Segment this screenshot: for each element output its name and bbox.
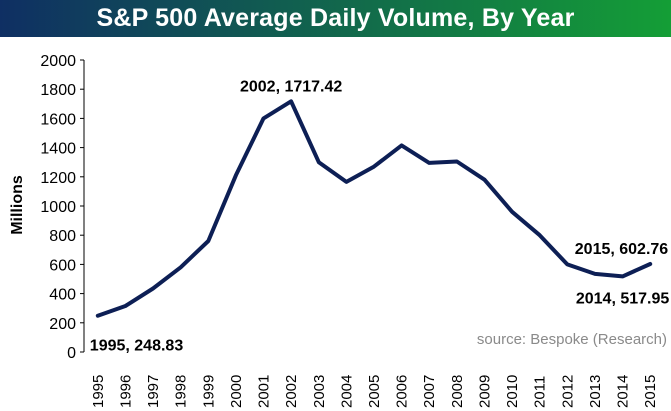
x-tick-label: 2001 (256, 375, 273, 408)
x-tick-label: 2011 (532, 376, 549, 408)
x-tick-label: 2002 (283, 375, 300, 408)
x-tick-label: 2007 (421, 375, 438, 408)
title-background (0, 0, 671, 37)
x-tick-label: 1995 (90, 375, 107, 408)
y-tick-label: 400 (49, 287, 76, 304)
data-label: 2002, 1717.42 (240, 78, 342, 95)
x-tick-label: 2005 (366, 375, 383, 408)
x-tick-label: 2000 (228, 375, 245, 408)
x-tick-label: 2009 (476, 375, 493, 408)
x-tick-label: 1998 (173, 375, 190, 408)
y-tick-label: 600 (49, 257, 76, 274)
x-tick-label: 2012 (559, 375, 576, 408)
y-tick-label: 2000 (40, 53, 76, 70)
y-tick-label: 1600 (40, 111, 76, 128)
series-line (95, 99, 653, 318)
x-tick-label: 2010 (504, 375, 521, 408)
y-tick-label: 1400 (40, 141, 76, 158)
x-tick-label: 1996 (117, 375, 134, 408)
chart-title: S&P 500 Average Daily Volume, By Year (96, 4, 575, 32)
x-tick-label: 2008 (449, 375, 466, 408)
data-label: 2014, 517.95 (576, 290, 670, 307)
data-label: 2015, 602.76 (575, 241, 669, 258)
y-tick-label: 1800 (40, 82, 76, 99)
y-tick-label: 800 (49, 228, 76, 245)
data-label: 1995, 248.83 (90, 338, 184, 355)
chart-title-bar: S&P 500 Average Daily Volume, By Year (0, 0, 671, 37)
x-tick-label: 1999 (200, 375, 217, 408)
x-tick-label: 2014 (615, 375, 632, 408)
x-tick-label: 2003 (311, 375, 328, 408)
x-tick-label: 2004 (338, 375, 355, 408)
y-tick-label: 200 (49, 316, 76, 333)
y-tick-label: 1200 (40, 170, 76, 187)
y-tick-label: 1000 (40, 199, 76, 216)
source-note: source: Bespoke (Research) (477, 331, 667, 348)
y-axis-label: Millions (9, 175, 26, 235)
x-tick-label: 1997 (145, 375, 162, 408)
y-tick-label: 0 (67, 345, 76, 362)
x-tick-label: 2013 (587, 375, 604, 408)
x-tick-label: 2006 (394, 375, 411, 408)
x-tick-label: 2015 (642, 375, 659, 408)
